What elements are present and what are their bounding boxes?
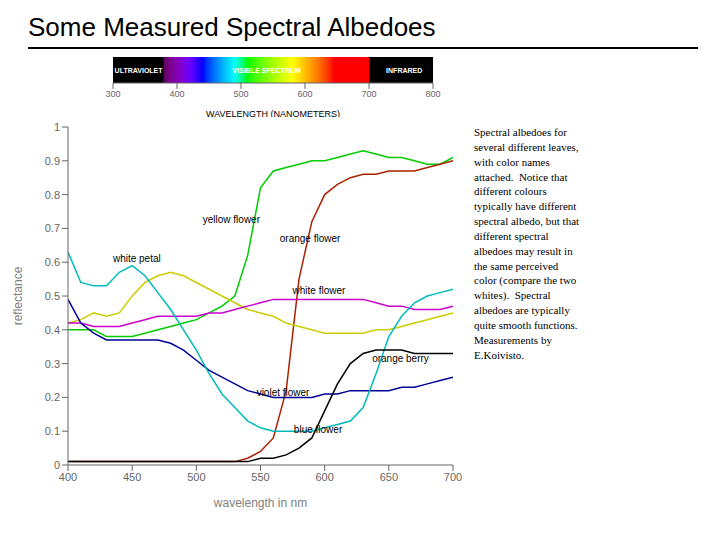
svg-text:400: 400 <box>59 471 77 483</box>
html-text:Spectral albedoes for several: Spectral albedoes for several different … <box>474 126 580 361</box>
svg-text:reflectance: reflectance <box>11 266 25 325</box>
svg-text:0.8: 0.8 <box>45 189 60 201</box>
svg-text:300: 300 <box>105 89 120 99</box>
svg-text:INFRARED: INFRARED <box>386 67 422 74</box>
svg-text:700: 700 <box>361 89 376 99</box>
svg-text:violet flower: violet flower <box>257 387 310 398</box>
svg-text:0.5: 0.5 <box>45 290 60 302</box>
svg-text:white flower: white flower <box>292 285 346 296</box>
svg-text:blue flower: blue flower <box>294 424 343 435</box>
svg-text:0.6: 0.6 <box>45 256 60 268</box>
svg-text:800: 800 <box>425 89 440 99</box>
svg-text:0.2: 0.2 <box>45 391 60 403</box>
svg-text:600: 600 <box>297 89 312 99</box>
svg-text:1: 1 <box>54 121 60 133</box>
svg-text:0.7: 0.7 <box>45 222 60 234</box>
svg-text:orange flower: orange flower <box>280 233 341 244</box>
svg-text:WAVELENGTH (NANOMETERS): WAVELENGTH (NANOMETERS) <box>206 109 340 117</box>
svg-text:400: 400 <box>169 89 184 99</box>
html-text:Some Measured Spectral Albedoe: Some Measured Spectral Albedoes <box>28 12 436 42</box>
svg-text:VISIBLE SPECTRUM: VISIBLE SPECTRUM <box>232 67 301 74</box>
svg-text:0.4: 0.4 <box>45 324 60 336</box>
svg-text:orange berry: orange berry <box>372 353 429 364</box>
svg-text:500: 500 <box>233 89 248 99</box>
svg-text:0: 0 <box>54 459 60 471</box>
svg-text:0.3: 0.3 <box>45 358 60 370</box>
svg-text:450: 450 <box>123 471 141 483</box>
svg-text:650: 650 <box>380 471 398 483</box>
svg-text:700: 700 <box>444 471 462 483</box>
svg-text:500: 500 <box>187 471 205 483</box>
svg-text:550: 550 <box>251 471 269 483</box>
svg-text:ULTRAVIOLET: ULTRAVIOLET <box>115 67 164 74</box>
svg-text:white petal: white petal <box>112 253 161 264</box>
svg-text:0.1: 0.1 <box>45 425 60 437</box>
svg-text:wavelength in nm: wavelength in nm <box>213 496 307 510</box>
svg-text:yellow flower: yellow flower <box>203 214 261 225</box>
svg-text:600: 600 <box>315 471 333 483</box>
svg-text:0.9: 0.9 <box>45 155 60 167</box>
